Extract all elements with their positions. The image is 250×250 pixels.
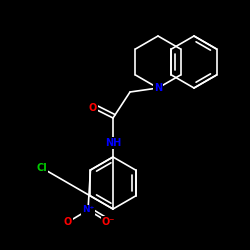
Text: N⁺: N⁺ [82,206,94,214]
Text: NH: NH [105,138,121,148]
Text: Cl: Cl [36,163,48,173]
Text: O⁻: O⁻ [101,217,115,227]
Text: O: O [89,103,97,113]
Text: N: N [154,83,162,93]
Text: O: O [64,217,72,227]
